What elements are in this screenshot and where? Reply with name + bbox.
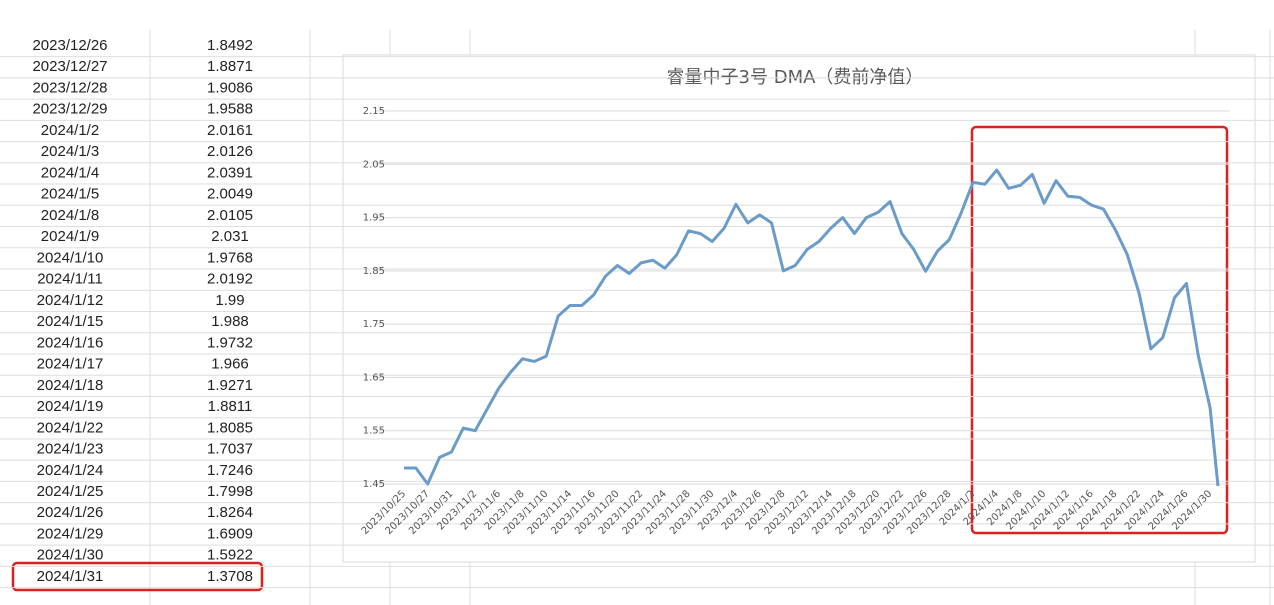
date-cell: 2024/1/11 bbox=[37, 271, 103, 288]
date-cell: 2024/1/5 bbox=[41, 186, 99, 203]
value-cell: 1.8811 bbox=[208, 398, 253, 415]
date-cell: 2023/12/29 bbox=[32, 101, 107, 118]
date-cell: 2024/1/3 bbox=[41, 143, 99, 160]
date-cell: 2024/1/26 bbox=[37, 504, 104, 521]
value-cell: 1.9588 bbox=[207, 101, 253, 118]
date-cell: 2023/12/28 bbox=[32, 79, 107, 96]
value-cell: 2.0161 bbox=[207, 122, 253, 139]
value-cell: 1.9768 bbox=[207, 249, 253, 266]
date-cell: 2024/1/24 bbox=[37, 462, 104, 479]
highlight-box bbox=[970, 125, 1229, 535]
value-cell: 1.3708 bbox=[207, 568, 253, 585]
value-cell: 1.9086 bbox=[207, 79, 253, 96]
date-cell: 2024/1/19 bbox=[37, 398, 104, 415]
value-cell: 1.7998 bbox=[207, 483, 253, 500]
value-cell: 1.6909 bbox=[207, 525, 253, 542]
date-cell: 2024/1/23 bbox=[37, 441, 104, 458]
date-cell: 2024/1/15 bbox=[37, 313, 104, 330]
value-cell: 2.031 bbox=[211, 228, 249, 245]
date-cell: 2024/1/10 bbox=[37, 249, 104, 266]
value-cell: 1.8871 bbox=[207, 58, 253, 75]
line-series bbox=[404, 168, 1220, 486]
date-cell: 2024/1/18 bbox=[37, 377, 104, 394]
date-cell: 2024/1/30 bbox=[37, 547, 104, 564]
date-cell: 2024/1/2 bbox=[41, 122, 99, 139]
date-cell: 2024/1/16 bbox=[37, 334, 104, 351]
value-cell: 2.0105 bbox=[207, 207, 253, 224]
value-cell: 1.8492 bbox=[207, 37, 253, 54]
date-cell: 2024/1/8 bbox=[41, 207, 99, 224]
value-cell: 1.988 bbox=[211, 313, 249, 330]
date-cell: 2024/1/22 bbox=[37, 419, 104, 436]
date-cell: 2024/1/9 bbox=[41, 228, 99, 245]
highlight-box bbox=[11, 561, 264, 592]
date-cell: 2024/1/4 bbox=[41, 164, 99, 181]
y-tick-label: 1.55 bbox=[363, 426, 385, 437]
value-cell: 2.0126 bbox=[207, 143, 253, 160]
y-tick-label: 1.45 bbox=[363, 479, 385, 490]
value-cell: 1.9271 bbox=[207, 377, 253, 394]
value-cell: 1.9732 bbox=[207, 334, 253, 351]
y-tick-label: 1.75 bbox=[363, 319, 385, 330]
value-cell: 2.0192 bbox=[207, 271, 253, 288]
date-cell: 2023/12/27 bbox=[32, 58, 107, 75]
value-cell: 1.8085 bbox=[207, 419, 253, 436]
date-cell: 2024/1/12 bbox=[37, 292, 104, 309]
y-tick-label: 1.85 bbox=[363, 266, 385, 277]
date-cell: 2023/12/26 bbox=[32, 37, 107, 54]
y-tick-label: 1.95 bbox=[363, 213, 385, 224]
y-tick-label: 2.15 bbox=[363, 106, 385, 117]
value-cell: 2.0391 bbox=[207, 164, 253, 181]
value-cell: 1.5922 bbox=[207, 547, 253, 564]
date-cell: 2024/1/31 bbox=[37, 568, 104, 585]
value-cell: 1.8264 bbox=[207, 504, 253, 521]
value-cell: 1.7246 bbox=[207, 462, 253, 479]
date-cell: 2024/1/29 bbox=[37, 525, 104, 542]
value-cell: 2.0049 bbox=[207, 186, 253, 203]
date-cell: 2024/1/25 bbox=[37, 483, 104, 500]
value-cell: 1.7037 bbox=[207, 441, 253, 458]
date-cell: 2024/1/17 bbox=[37, 356, 104, 373]
y-tick-label: 1.65 bbox=[363, 372, 385, 383]
value-cell: 1.966 bbox=[211, 356, 249, 373]
y-tick-label: 2.05 bbox=[363, 159, 385, 170]
chart-area bbox=[342, 54, 1256, 563]
value-cell: 1.99 bbox=[215, 292, 244, 309]
